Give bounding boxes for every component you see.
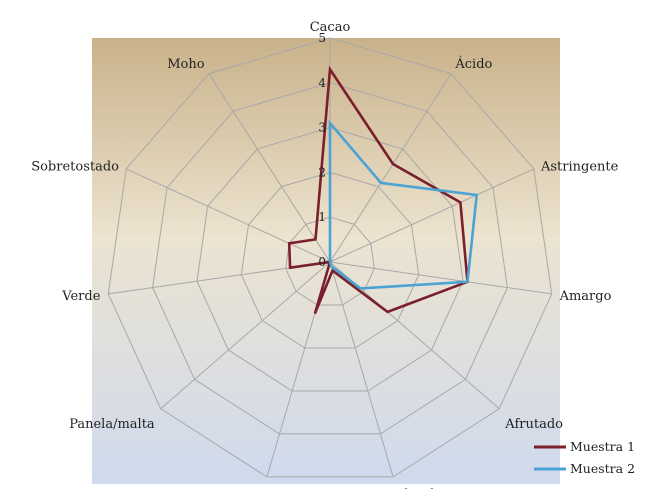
grid-spoke-6 xyxy=(329,261,394,478)
legend-label-muestra-1: Muestra 1 xyxy=(570,439,635,454)
radar-grid xyxy=(107,37,553,478)
grid-spoke-11 xyxy=(208,73,331,263)
axis-label-astringente: Astringente xyxy=(540,160,619,175)
tick-label-4: 4 xyxy=(318,76,326,90)
grid-spoke-4 xyxy=(329,261,552,295)
axis-label-moho: Moho xyxy=(167,57,205,72)
radial-ticks: 0 1 2 3 4 5 xyxy=(318,31,326,269)
axis-label-acido: Ácido xyxy=(454,56,492,72)
tick-label-0: 0 xyxy=(318,255,326,269)
grid-ring-3 xyxy=(196,127,464,392)
grid-ring-5 xyxy=(107,37,553,478)
legend: Muestra 1 Muestra 2 xyxy=(534,439,635,476)
legend-label-muestra-2: Muestra 2 xyxy=(570,461,635,476)
grid-ring-2 xyxy=(240,171,420,349)
grid-ring-1 xyxy=(285,216,375,306)
tick-label-5: 5 xyxy=(318,31,326,45)
axis-label-sobretostado: Sobretostado xyxy=(31,160,119,175)
grid-spoke-3 xyxy=(329,168,535,263)
axis-label-afrutado: Afrutado xyxy=(504,417,563,432)
series-line-2 xyxy=(328,119,479,290)
tick-label-2: 2 xyxy=(318,165,326,179)
axis-label-panela-malta: Panela/malta xyxy=(69,417,155,432)
axis-label-nueces: Nueces xyxy=(216,488,265,489)
radar-series xyxy=(287,65,479,315)
axis-labels: Cacao Ácido Astringente Amargo Afrutado Flora… xyxy=(31,20,618,489)
series-line-1 xyxy=(287,65,469,315)
axis-label-verde: Verde xyxy=(61,289,100,304)
grid-spoke-2 xyxy=(329,73,452,263)
axis-label-cacao: Cacao xyxy=(310,20,351,35)
axis-label-floral: Floral xyxy=(395,488,434,489)
grid-spoke-10 xyxy=(125,168,331,263)
axis-label-amargo: Amargo xyxy=(559,289,612,304)
tick-label-1: 1 xyxy=(318,210,326,224)
tick-label-3: 3 xyxy=(318,121,326,135)
grid-spoke-8 xyxy=(160,261,331,410)
grid-ring-4 xyxy=(152,82,508,435)
